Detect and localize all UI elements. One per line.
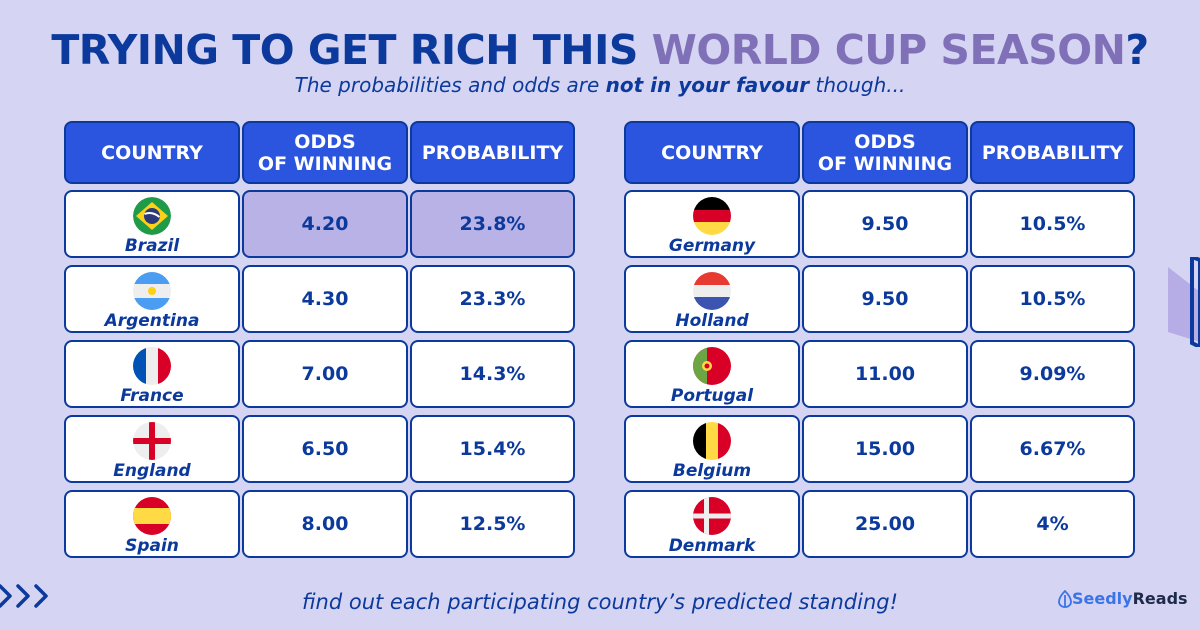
country-cell: Denmark: [624, 490, 800, 558]
belgium-flag-icon: [693, 422, 731, 460]
country-cell: France: [64, 340, 240, 408]
table-row: Portugal 11.00 9.09%: [624, 340, 1135, 408]
header-odds-line2: OF WINNING: [817, 152, 953, 175]
odds-table-right: COUNTRY ODDS OF WINNING PROBABILITY Germa…: [624, 121, 1135, 565]
odds-table-left: COUNTRY ODDS OF WINNING PROBABILITY Brazi…: [64, 121, 575, 565]
country-name: Argentina: [104, 311, 200, 331]
odds-cell: 7.00: [242, 340, 408, 408]
table-header-row: COUNTRY ODDS OF WINNING PROBABILITY: [624, 121, 1135, 184]
table-row: Belgium 15.00 6.67%: [624, 415, 1135, 483]
country-cell: England: [64, 415, 240, 483]
header-odds-line2: OF WINNING: [257, 152, 393, 175]
probability-cell: 23.3%: [410, 265, 575, 333]
table-row: France 7.00 14.3%: [64, 340, 575, 408]
odds-cell: 4.20: [242, 190, 408, 258]
odds-cell: 9.50: [802, 265, 968, 333]
country-cell: Brazil: [64, 190, 240, 258]
page-title: TRYING TO GET RICH THIS WORLD CUP SEASON…: [0, 26, 1200, 74]
header-country: COUNTRY: [624, 121, 800, 184]
germany-flag-icon: [693, 197, 731, 235]
probability-cell: 9.09%: [970, 340, 1135, 408]
odds-cell: 9.50: [802, 190, 968, 258]
country-name: England: [113, 461, 191, 481]
odds-cell: 11.00: [802, 340, 968, 408]
subtitle-emphasis: not in your favour: [605, 73, 810, 97]
header-probability-label: PROBABILITY: [421, 141, 564, 164]
country-name: Denmark: [668, 536, 756, 556]
probability-cell: 23.8%: [410, 190, 575, 258]
country-cell: Portugal: [624, 340, 800, 408]
table-row: England 6.50 15.4%: [64, 415, 575, 483]
chevron-arrows-icon: [0, 580, 60, 616]
header-probability-label: PROBABILITY: [981, 141, 1124, 164]
probability-cell: 15.4%: [410, 415, 575, 483]
country-name: Holland: [675, 311, 749, 331]
france-flag-icon: [133, 347, 171, 385]
title-main: TRYING TO GET RICH THIS: [51, 26, 652, 74]
country-name: Germany: [668, 236, 756, 256]
table-row: Holland 9.50 10.5%: [624, 265, 1135, 333]
title-accent: WORLD CUP SEASON: [651, 26, 1126, 74]
country-name: Spain: [125, 536, 179, 556]
table-row: Brazil 4.20 23.8%: [64, 190, 575, 258]
header-country: COUNTRY: [64, 121, 240, 184]
header-country-label: COUNTRY: [101, 141, 203, 164]
probability-cell: 10.5%: [970, 190, 1135, 258]
country-name: Brazil: [124, 236, 180, 256]
brazil-flag-icon: [133, 197, 171, 235]
table-header-row: COUNTRY ODDS OF WINNING PROBABILITY: [64, 121, 575, 184]
odds-cell: 4.30: [242, 265, 408, 333]
subtitle-text-end: though...: [809, 73, 906, 97]
logo-reads: Reads: [1132, 589, 1188, 608]
header-odds: ODDS OF WINNING: [242, 121, 408, 184]
denmark-flag-icon: [693, 497, 731, 535]
header-odds-line1: ODDS: [854, 130, 916, 153]
header-country-label: COUNTRY: [661, 141, 763, 164]
seed-icon: [1058, 589, 1072, 608]
portugal-flag-icon: [693, 347, 731, 385]
side-decoration-icon: [1166, 254, 1200, 351]
probability-cell: 14.3%: [410, 340, 575, 408]
page-subtitle: The probabilities and odds are not in yo…: [0, 72, 1200, 98]
probability-cell: 4%: [970, 490, 1135, 558]
footer-caption: find out each participating country’s pr…: [301, 590, 899, 614]
table-row: Denmark 25.00 4%: [624, 490, 1135, 558]
probability-cell: 10.5%: [970, 265, 1135, 333]
header-probability: PROBABILITY: [410, 121, 575, 184]
subtitle-text: The probabilities and odds are: [294, 73, 606, 97]
probability-cell: 6.67%: [970, 415, 1135, 483]
country-cell: Holland: [624, 265, 800, 333]
country-name: France: [120, 386, 184, 406]
seedly-reads-logo: Seedly Reads: [1058, 589, 1188, 608]
header-probability: PROBABILITY: [970, 121, 1135, 184]
odds-cell: 6.50: [242, 415, 408, 483]
table-row: Spain 8.00 12.5%: [64, 490, 575, 558]
probability-cell: 12.5%: [410, 490, 575, 558]
header-odds-line1: ODDS: [294, 130, 356, 153]
odds-cell: 15.00: [802, 415, 968, 483]
country-name: Portugal: [670, 386, 754, 406]
netherlands-flag-icon: [693, 272, 731, 310]
country-cell: Argentina: [64, 265, 240, 333]
title-question-mark: ?: [1125, 26, 1149, 74]
logo-seedly: Seedly: [1072, 589, 1133, 608]
odds-cell: 8.00: [242, 490, 408, 558]
country-cell: Belgium: [624, 415, 800, 483]
table-row: Argentina 4.30 23.3%: [64, 265, 575, 333]
country-cell: Spain: [64, 490, 240, 558]
argentina-flag-icon: [133, 272, 171, 310]
country-cell: Germany: [624, 190, 800, 258]
header-odds: ODDS OF WINNING: [802, 121, 968, 184]
table-row: Germany 9.50 10.5%: [624, 190, 1135, 258]
spain-flag-icon: [133, 497, 171, 535]
odds-cell: 25.00: [802, 490, 968, 558]
country-name: Belgium: [672, 461, 752, 481]
england-flag-icon: [133, 422, 171, 460]
